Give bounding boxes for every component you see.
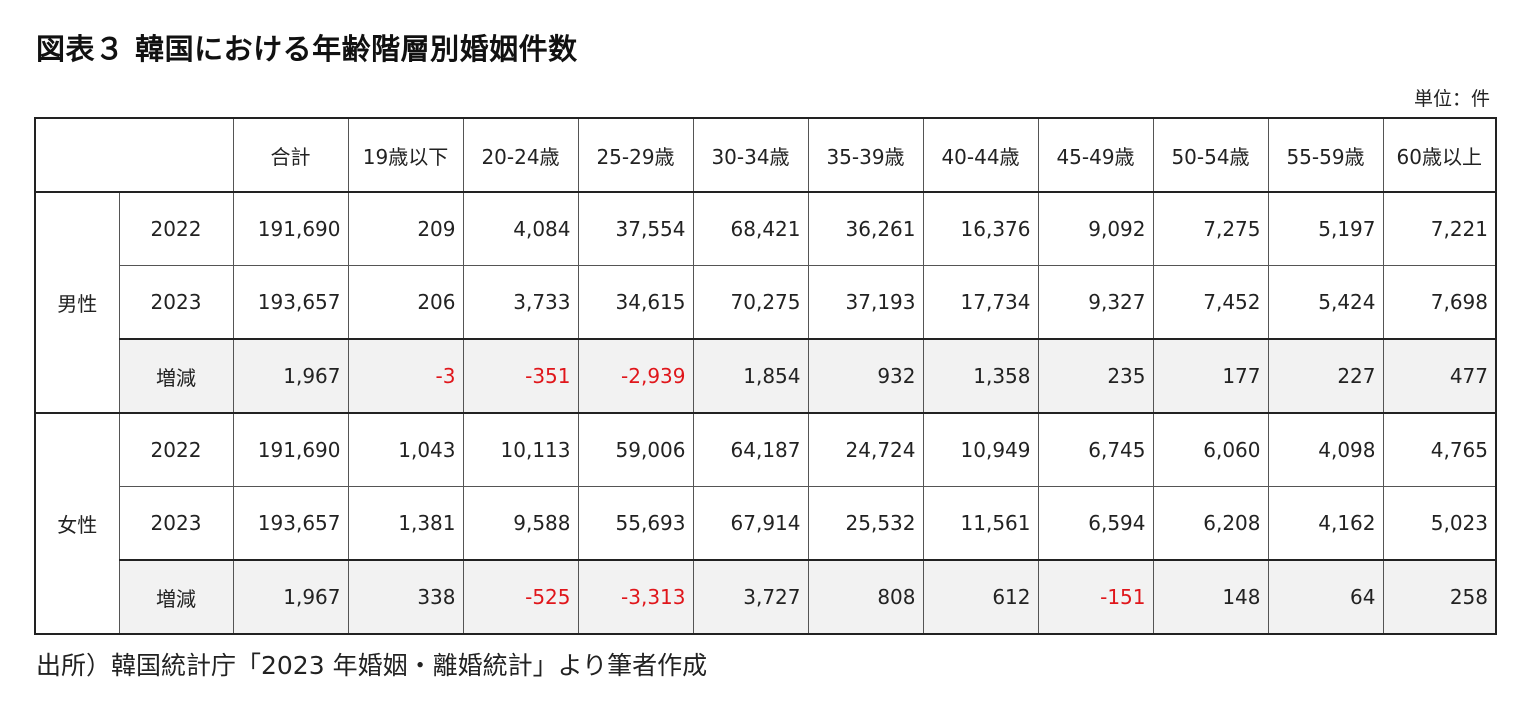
value-cell: 193,657 xyxy=(232,486,349,561)
table-row: 2023 193,657 206 3,733 34,615 70,275 37,193 17,… xyxy=(35,265,1497,340)
value-cell: 1,967 xyxy=(232,559,349,635)
value-cell: 477 xyxy=(1382,338,1497,414)
row-label: 増減 xyxy=(118,559,234,635)
gender-label: 男性 xyxy=(34,191,120,414)
value-cell: 59,006 xyxy=(577,412,694,487)
row-label: 増減 xyxy=(118,338,234,414)
table-row: 増減 1,967 338 -525 -3,313 3,727 808 612 -151 148 64… xyxy=(35,559,1497,635)
value-cell: 1,854 xyxy=(692,338,809,414)
row-label: 2023 xyxy=(118,486,234,561)
source-note: 出所）韓国統計庁「2023 年婚姻・離婚統計」より筆者作成 xyxy=(36,651,708,680)
value-cell: 7,452 xyxy=(1152,265,1269,340)
column-header: 30-34歳 xyxy=(692,117,809,193)
value-cell: -151 xyxy=(1037,559,1154,635)
table-row: 女性 2022 191,690 1,043 10,113 59,006 64,187 24,7… xyxy=(34,412,1497,635)
value-cell: -2,939 xyxy=(577,338,694,414)
value-cell: 9,327 xyxy=(1037,265,1154,340)
value-cell: 10,949 xyxy=(922,412,1039,487)
row-label: 2022 xyxy=(118,191,234,266)
value-cell: 9,092 xyxy=(1037,191,1154,266)
column-header: 35-39歳 xyxy=(807,117,924,193)
value-cell: 148 xyxy=(1152,559,1269,635)
value-cell: 177 xyxy=(1152,338,1269,414)
value-cell: -525 xyxy=(462,559,579,635)
value-cell: 4,084 xyxy=(462,191,579,266)
row-label: 2023 xyxy=(118,265,234,340)
value-cell: 612 xyxy=(922,559,1039,635)
value-cell: 4,765 xyxy=(1382,412,1497,487)
column-header: 60歳以上 xyxy=(1382,117,1497,193)
value-cell: 24,724 xyxy=(807,412,924,487)
value-cell: 191,690 xyxy=(232,191,349,266)
value-cell: 1,967 xyxy=(232,338,349,414)
column-header: 合計 xyxy=(232,117,349,193)
column-header: 45-49歳 xyxy=(1037,117,1154,193)
value-cell: 55,693 xyxy=(577,486,694,561)
value-cell: 227 xyxy=(1267,338,1384,414)
value-cell: 17,734 xyxy=(922,265,1039,340)
value-cell: 64 xyxy=(1267,559,1384,635)
table-body: 男性 2022 191,690 209 4,084 37,554 68,421 36,261 1… xyxy=(34,191,1497,635)
value-cell: 1,043 xyxy=(347,412,464,487)
header-corner-cell xyxy=(34,117,234,193)
value-cell: 70,275 xyxy=(692,265,809,340)
value-cell: 34,615 xyxy=(577,265,694,340)
table-row: 男性 2022 191,690 209 4,084 37,554 68,421 36,261 1… xyxy=(34,191,1497,414)
gender-label: 女性 xyxy=(34,412,120,635)
value-cell: 10,113 xyxy=(462,412,579,487)
value-cell: 7,698 xyxy=(1382,265,1497,340)
value-cell: 7,275 xyxy=(1152,191,1269,266)
value-cell: 258 xyxy=(1382,559,1497,635)
value-cell: 206 xyxy=(347,265,464,340)
value-cell: 6,208 xyxy=(1152,486,1269,561)
value-cell: 932 xyxy=(807,338,924,414)
value-cell: 193,657 xyxy=(232,265,349,340)
value-cell: -3,313 xyxy=(577,559,694,635)
value-cell: 68,421 xyxy=(692,191,809,266)
value-cell: -3 xyxy=(347,338,464,414)
value-cell: 6,745 xyxy=(1037,412,1154,487)
marriage-table: 合計 19歳以下 20-24歳 25-29歳 30-34歳 35-39歳 40-… xyxy=(34,117,1497,635)
value-cell: 4,098 xyxy=(1267,412,1384,487)
column-header: 40-44歳 xyxy=(922,117,1039,193)
value-cell: 3,733 xyxy=(462,265,579,340)
table-row: 増減 1,967 -3 -351 -2,939 1,854 932 1,358 235 177 22… xyxy=(35,338,1497,414)
value-cell: 16,376 xyxy=(922,191,1039,266)
value-cell: 191,690 xyxy=(232,412,349,487)
value-cell: 808 xyxy=(807,559,924,635)
value-cell: 5,424 xyxy=(1267,265,1384,340)
column-header: 50-54歳 xyxy=(1152,117,1269,193)
column-header: 19歳以下 xyxy=(347,117,464,193)
value-cell: 5,197 xyxy=(1267,191,1384,266)
column-header: 25-29歳 xyxy=(577,117,694,193)
page-title: 図表３ 韓国における年齢階層別婚姻件数 xyxy=(36,32,578,66)
value-cell: 36,261 xyxy=(807,191,924,266)
value-cell: 25,532 xyxy=(807,486,924,561)
value-cell: 9,588 xyxy=(462,486,579,561)
value-cell: 338 xyxy=(347,559,464,635)
value-cell: 3,727 xyxy=(692,559,809,635)
value-cell: 4,162 xyxy=(1267,486,1384,561)
value-cell: 37,193 xyxy=(807,265,924,340)
value-cell: 6,060 xyxy=(1152,412,1269,487)
row-label: 2022 xyxy=(118,412,234,487)
value-cell: 209 xyxy=(347,191,464,266)
value-cell: -351 xyxy=(462,338,579,414)
value-cell: 67,914 xyxy=(692,486,809,561)
value-cell: 37,554 xyxy=(577,191,694,266)
unit-label: 単位：件 xyxy=(1413,88,1490,110)
table-row: 2023 193,657 1,381 9,588 55,693 67,914 25,532 1… xyxy=(35,486,1497,561)
value-cell: 235 xyxy=(1037,338,1154,414)
value-cell: 7,221 xyxy=(1382,191,1497,266)
value-cell: 11,561 xyxy=(922,486,1039,561)
value-cell: 1,358 xyxy=(922,338,1039,414)
value-cell: 6,594 xyxy=(1037,486,1154,561)
value-cell: 1,381 xyxy=(347,486,464,561)
value-cell: 64,187 xyxy=(692,412,809,487)
column-header: 55-59歳 xyxy=(1267,117,1384,193)
column-header: 20-24歳 xyxy=(462,117,579,193)
value-cell: 5,023 xyxy=(1382,486,1497,561)
table-header-row: 合計 19歳以下 20-24歳 25-29歳 30-34歳 35-39歳 40-… xyxy=(34,117,1497,193)
